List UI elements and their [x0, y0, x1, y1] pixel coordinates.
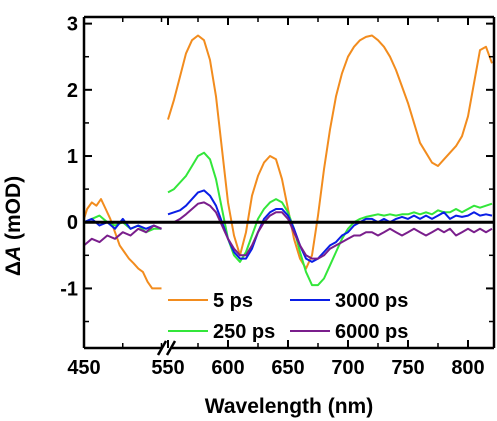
x-tick-label-800: 800 — [451, 357, 484, 379]
y-axis-title: ΔA (mOD) — [2, 176, 25, 276]
x-axis-title: Wavelength (nm) — [205, 395, 373, 418]
series-line-5-ps-segment-1 — [84, 198, 162, 290]
ticks-layer: 3 2 1 0 -1 450 550 600 650 700 750 800 — [60, 14, 494, 379]
x-tick-label-450: 450 — [67, 357, 100, 379]
x-tick-label-550: 550 — [151, 357, 184, 379]
legend-label-5-ps: 5 ps — [213, 290, 253, 312]
x-tick-label-750: 750 — [391, 357, 424, 379]
y-tick-label--1: -1 — [60, 278, 78, 300]
series-line-250-ps-segment-2 — [167, 151, 493, 287]
legend-label-6000-ps: 6000 ps — [335, 321, 408, 343]
y-axis-title-prefix: Δ — [2, 261, 25, 276]
y-tick-label-0: 0 — [67, 212, 78, 234]
legend-label-250-ps: 250 ps — [213, 321, 275, 343]
y-tick-label-3: 3 — [67, 14, 78, 36]
y-tick-label-2: 2 — [67, 80, 78, 102]
x-tick-label-600: 600 — [211, 357, 244, 379]
series-line-6000-ps-segment-1 — [84, 224, 162, 247]
axis-break-mark-2 — [165, 340, 177, 356]
legend-label-3000-ps: 3000 ps — [335, 290, 408, 312]
y-axis-title-italic: A — [2, 246, 25, 262]
x-tick-label-700: 700 — [331, 357, 364, 379]
y-tick-label-1: 1 — [67, 146, 78, 168]
x-tick-label-650: 650 — [271, 357, 304, 379]
y-axis-title-suffix: (mOD) — [2, 176, 25, 246]
series-line-5-ps-segment-2 — [167, 34, 493, 270]
series-line-6000-ps-segment-2 — [168, 201, 493, 260]
legend: 5 ps 250 ps 3000 ps 6000 ps — [168, 290, 408, 343]
